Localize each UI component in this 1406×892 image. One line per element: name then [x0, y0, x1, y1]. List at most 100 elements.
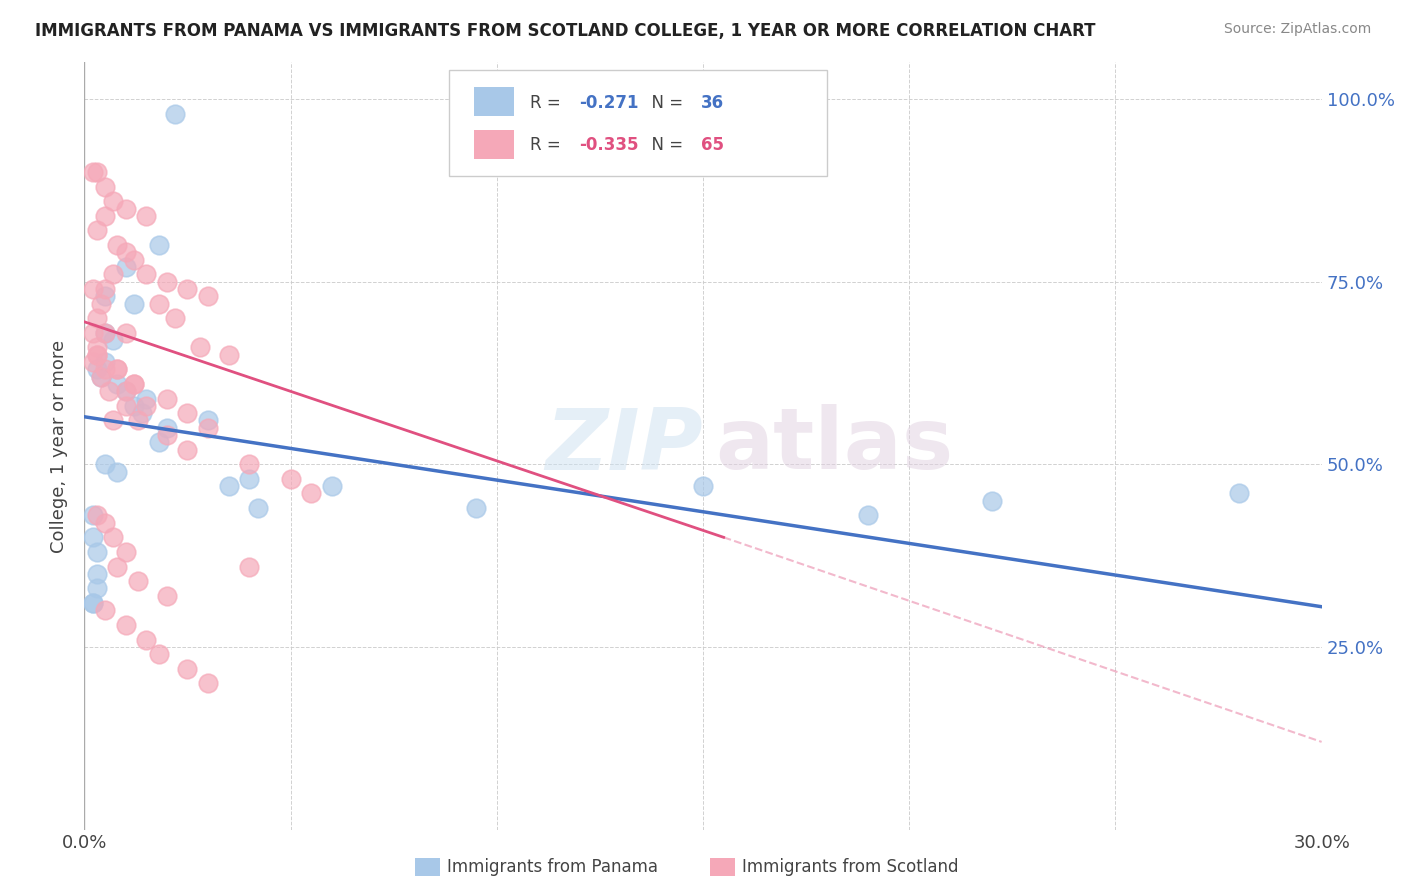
Point [238, 457, 260, 471]
Point [94, 326, 117, 340]
Point [114, 384, 136, 399]
Point [299, 486, 322, 500]
Point [94, 603, 117, 617]
Point [321, 479, 343, 493]
Point [114, 202, 136, 216]
Text: Source: ZipAtlas.com: Source: ZipAtlas.com [1223, 22, 1371, 37]
Point [238, 559, 260, 574]
Point [82, 596, 104, 610]
Point [197, 289, 219, 303]
Point [94, 362, 117, 376]
Point [114, 326, 136, 340]
Point [197, 413, 219, 427]
Point [238, 472, 260, 486]
Point [127, 413, 149, 427]
Point [246, 501, 269, 516]
Point [94, 289, 117, 303]
Point [86, 348, 108, 362]
Text: R =: R = [530, 95, 565, 112]
Point [86, 311, 108, 326]
Point [135, 268, 157, 282]
Text: 65: 65 [700, 136, 724, 153]
Point [105, 465, 128, 479]
Point [156, 275, 179, 289]
Point [127, 574, 149, 589]
Text: N =: N = [641, 136, 689, 153]
Point [103, 194, 125, 209]
Text: ZIP: ZIP [546, 404, 703, 488]
Point [82, 530, 104, 544]
Point [86, 508, 108, 523]
Point [114, 545, 136, 559]
Point [105, 376, 128, 391]
Text: 36: 36 [700, 95, 724, 112]
Point [94, 516, 117, 530]
FancyBboxPatch shape [450, 70, 827, 176]
Point [94, 282, 117, 296]
Point [86, 223, 108, 237]
Point [90, 369, 112, 384]
Point [176, 662, 198, 676]
Point [82, 355, 104, 369]
Point [94, 457, 117, 471]
Point [122, 296, 145, 310]
Point [156, 589, 179, 603]
Point [197, 676, 219, 690]
Point [86, 566, 108, 581]
Point [122, 399, 145, 413]
Point [122, 376, 145, 391]
Y-axis label: College, 1 year or more: College, 1 year or more [51, 340, 69, 552]
Point [156, 428, 179, 442]
Point [105, 238, 128, 252]
FancyBboxPatch shape [474, 130, 513, 160]
Point [114, 245, 136, 260]
Point [86, 348, 108, 362]
Point [165, 311, 187, 326]
Point [218, 479, 240, 493]
Point [465, 501, 488, 516]
Text: Immigrants from Panama: Immigrants from Panama [447, 858, 658, 876]
Point [114, 384, 136, 399]
FancyBboxPatch shape [474, 87, 513, 116]
Point [131, 406, 153, 420]
Text: N =: N = [641, 95, 689, 112]
Point [176, 442, 198, 457]
Point [148, 238, 170, 252]
Point [103, 530, 125, 544]
Point [156, 421, 179, 435]
Point [94, 355, 117, 369]
Point [103, 413, 125, 427]
Point [86, 165, 108, 179]
Point [135, 632, 157, 647]
Point [188, 340, 211, 354]
Point [103, 333, 125, 347]
Point [980, 493, 1002, 508]
Point [105, 559, 128, 574]
Point [82, 596, 104, 610]
Point [856, 508, 879, 523]
Point [114, 618, 136, 632]
Point [176, 282, 198, 296]
Text: -0.335: -0.335 [579, 136, 638, 153]
Point [82, 165, 104, 179]
Point [148, 296, 170, 310]
Point [135, 392, 157, 406]
Point [218, 348, 240, 362]
Point [90, 369, 112, 384]
Point [148, 647, 170, 661]
Point [114, 399, 136, 413]
Point [122, 252, 145, 267]
Point [86, 582, 108, 596]
Text: atlas: atlas [716, 404, 953, 488]
Point [114, 260, 136, 274]
Text: R =: R = [530, 136, 565, 153]
Text: IMMIGRANTS FROM PANAMA VS IMMIGRANTS FROM SCOTLAND COLLEGE, 1 YEAR OR MORE CORRE: IMMIGRANTS FROM PANAMA VS IMMIGRANTS FRO… [35, 22, 1095, 40]
Point [148, 435, 170, 450]
Text: Immigrants from Scotland: Immigrants from Scotland [742, 858, 959, 876]
Point [135, 399, 157, 413]
Point [105, 362, 128, 376]
Point [82, 282, 104, 296]
Point [82, 326, 104, 340]
Point [280, 472, 302, 486]
Point [90, 296, 112, 310]
